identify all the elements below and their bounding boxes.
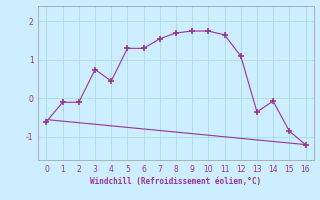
X-axis label: Windchill (Refroidissement éolien,°C): Windchill (Refroidissement éolien,°C) xyxy=(91,177,261,186)
